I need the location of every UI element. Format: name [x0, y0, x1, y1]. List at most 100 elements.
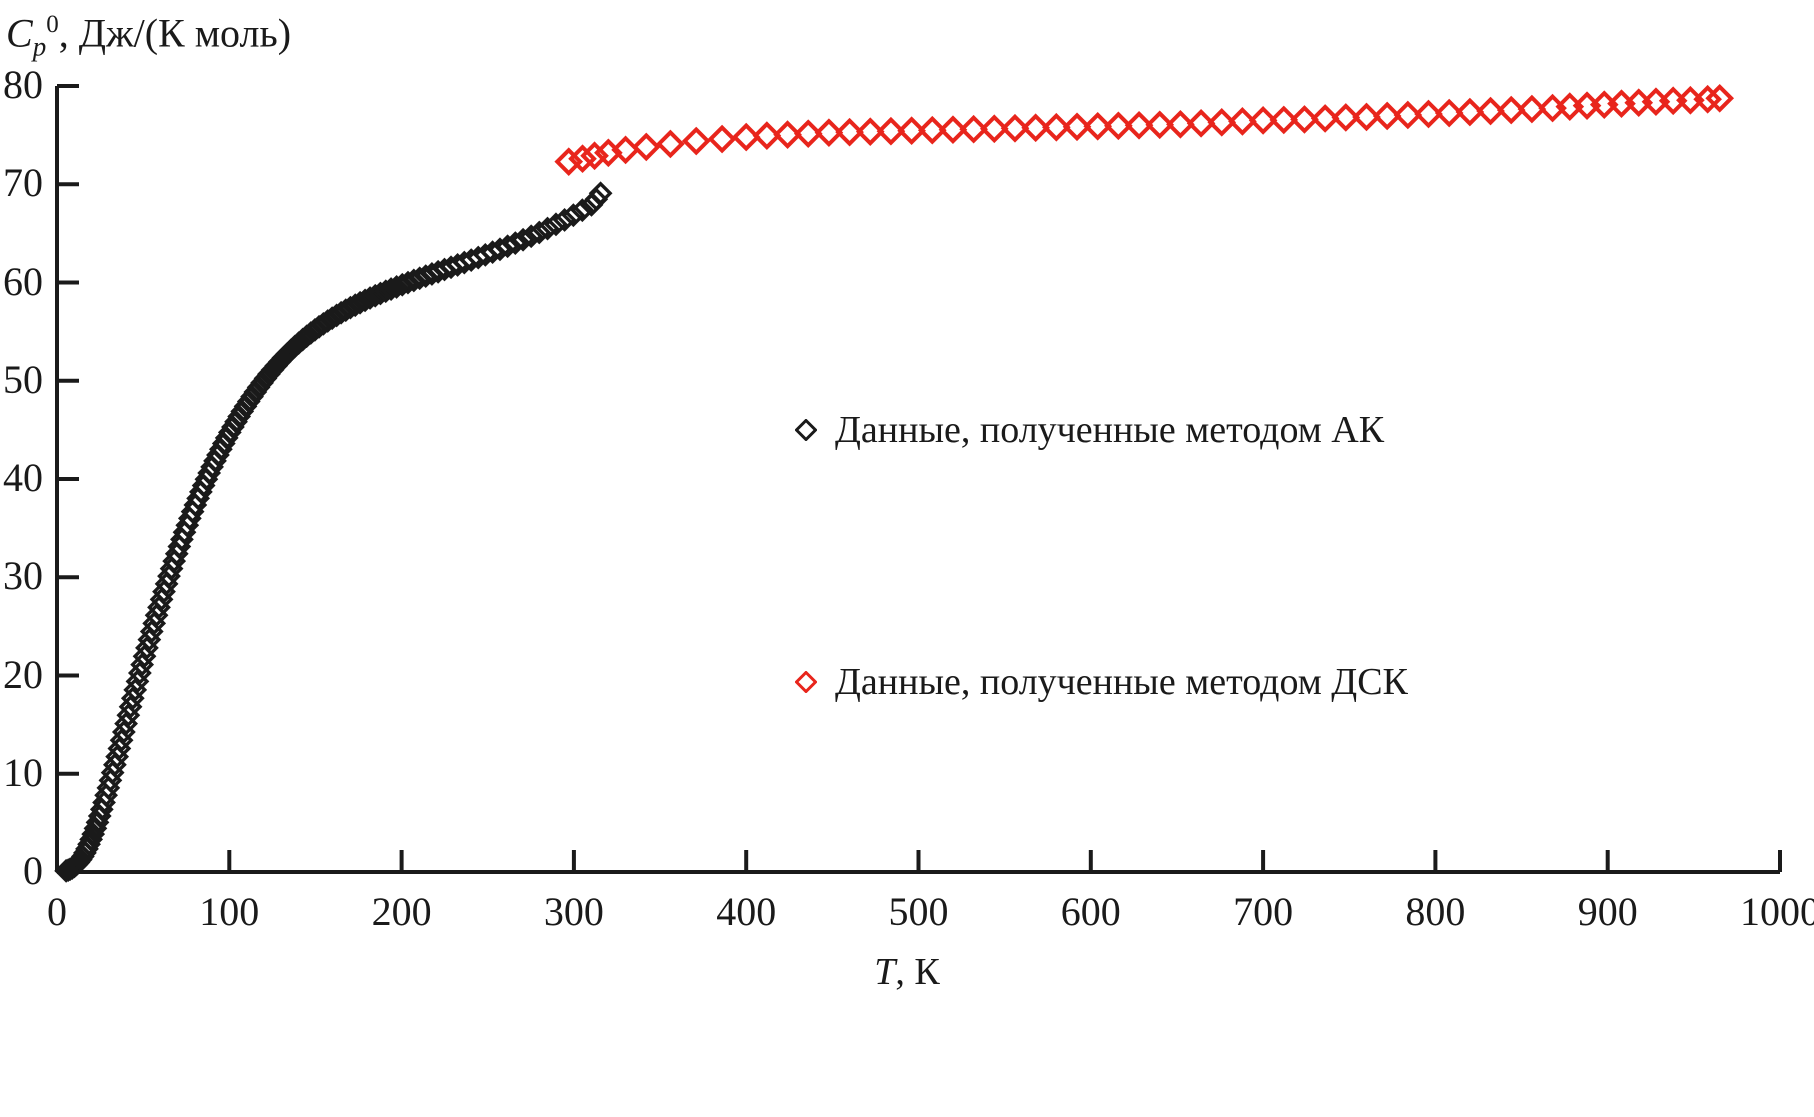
data-point	[1414, 99, 1443, 129]
data-point	[390, 272, 415, 297]
data-point	[1042, 112, 1071, 142]
x-tick-label: 800	[1405, 889, 1466, 934]
x-axis-label: T, К	[0, 950, 1814, 994]
data-point	[1705, 83, 1735, 113]
data-point	[552, 208, 577, 232]
data-point	[535, 216, 560, 241]
data-point	[561, 203, 586, 228]
data-point	[1476, 96, 1505, 126]
data-point	[1083, 111, 1113, 141]
y-tick-label: 40	[3, 455, 43, 500]
data-point	[544, 212, 568, 237]
data-point	[917, 115, 947, 145]
legend-marker-diamond-red-icon	[795, 671, 817, 693]
data-point	[681, 126, 711, 156]
data-point	[401, 268, 426, 293]
series-dsk	[554, 83, 1735, 176]
legend-label-dsk: Данные, полученные методом ДСК	[835, 661, 1408, 703]
data-point	[353, 288, 377, 313]
data-point	[1207, 108, 1237, 137]
data-point	[373, 279, 398, 304]
data-point	[379, 277, 403, 301]
data-point	[1104, 111, 1133, 141]
x-tick-label: 700	[1233, 889, 1294, 934]
data-point	[656, 129, 685, 159]
legend-entry-dsk: Данные, полученные методом ДСК	[795, 662, 1408, 702]
data-point	[752, 121, 782, 150]
x-axis-label-symbol: T	[874, 951, 896, 993]
data-point	[1062, 112, 1092, 142]
legend-marker-diamond-icon	[795, 419, 817, 441]
data-point	[1434, 98, 1464, 128]
data-point	[1517, 94, 1547, 124]
y-tick-label: 10	[3, 749, 43, 795]
legend-label-ak: Данные, полученные методом АК	[835, 409, 1385, 451]
y-tick-label: 50	[3, 356, 43, 402]
x-axis-label-rest: , К	[895, 951, 940, 993]
data-point	[631, 132, 661, 162]
x-tick-label: 400	[716, 889, 777, 934]
data-point	[1269, 105, 1299, 135]
y-tick-label: 60	[3, 258, 43, 304]
data-point	[503, 231, 528, 256]
data-point	[396, 270, 420, 295]
x-tick-label: 500	[888, 889, 949, 934]
data-point	[407, 266, 432, 291]
data-point	[707, 124, 737, 154]
data-point	[731, 122, 761, 152]
data-point	[876, 116, 906, 146]
series-ak	[54, 181, 613, 883]
data-point	[570, 198, 595, 223]
data-point	[1000, 113, 1030, 143]
data-point	[1352, 102, 1381, 132]
x-tick-label: 200	[371, 889, 432, 934]
data-point	[1372, 101, 1402, 131]
x-tick-label: 0	[47, 889, 67, 934]
data-point	[1228, 107, 1257, 136]
data-point	[588, 181, 613, 206]
legend-entry-ak: Данные, полученные методом АК	[795, 410, 1384, 450]
data-point	[519, 224, 544, 249]
data-point	[1455, 97, 1485, 127]
y-axis-label-rest: , Дж/(К моль)	[58, 10, 292, 56]
data-point	[1331, 103, 1361, 132]
y-tick-label: 20	[3, 651, 43, 697]
data-point	[1248, 106, 1278, 135]
y-axis-label: Cp0, Дж/(К моль)	[6, 10, 292, 62]
data-point	[1186, 109, 1216, 138]
data-point	[495, 234, 520, 259]
data-point	[793, 119, 823, 148]
data-point	[584, 187, 609, 212]
y-tick-label: 80	[3, 62, 43, 107]
data-point	[511, 227, 535, 252]
y-tick-label: 70	[3, 160, 43, 206]
x-tick-label: 300	[543, 889, 604, 934]
data-point	[1166, 109, 1195, 139]
data-point	[1124, 110, 1154, 140]
data-point	[773, 120, 802, 149]
data-point	[979, 114, 1009, 144]
x-tick-label: 100	[199, 889, 260, 934]
data-point	[358, 286, 382, 310]
data-point	[527, 220, 552, 245]
data-point	[938, 115, 968, 145]
data-point	[1145, 110, 1175, 140]
data-point	[363, 283, 388, 308]
data-point	[1310, 104, 1340, 133]
data-point	[368, 281, 393, 306]
data-point	[554, 147, 584, 176]
data-point	[384, 275, 409, 299]
data-point	[1496, 95, 1526, 125]
x-tick-label: 600	[1060, 889, 1121, 934]
data-point	[1021, 113, 1050, 143]
data-point	[814, 118, 844, 147]
data-point	[348, 290, 372, 315]
data-point	[488, 237, 512, 262]
y-axis-label-subscript: p	[32, 31, 47, 62]
data-point	[959, 114, 988, 144]
y-axis-label-superscript: 0	[46, 11, 59, 38]
x-tick-label: 1000	[1740, 889, 1814, 934]
data-point	[855, 117, 885, 147]
